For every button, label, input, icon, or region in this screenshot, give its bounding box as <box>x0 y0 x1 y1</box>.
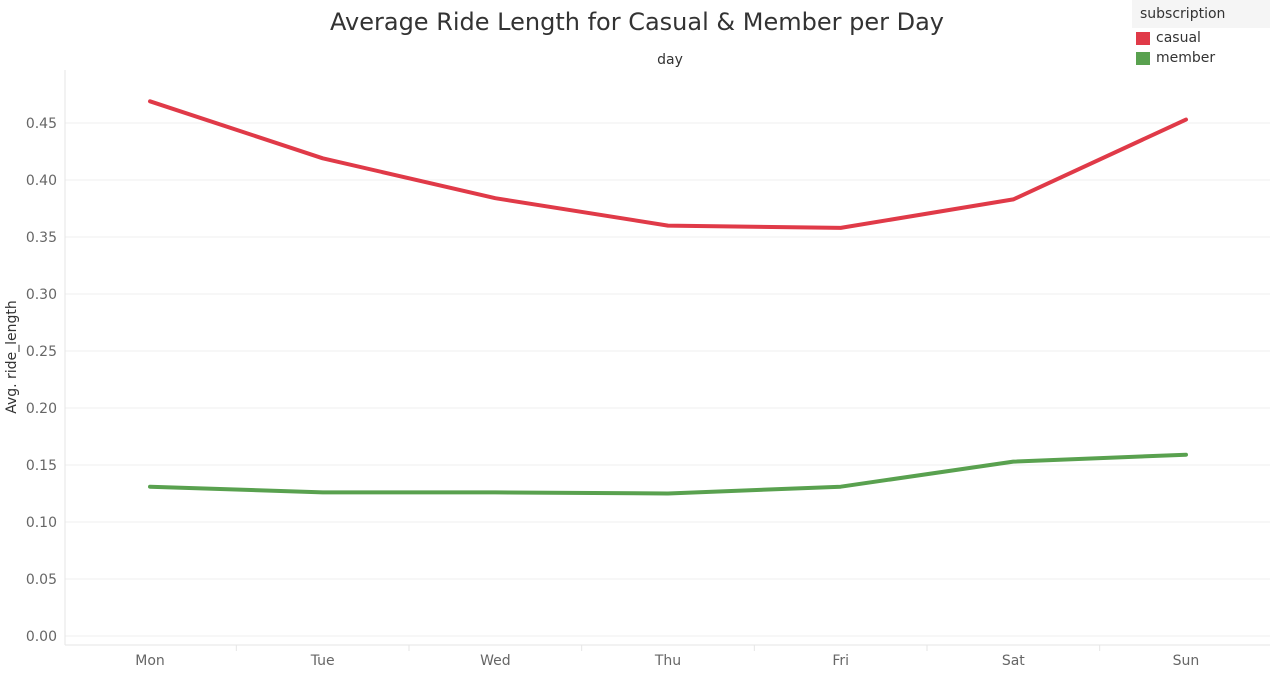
legend-item-casual[interactable]: casual <box>1132 28 1270 48</box>
legend: subscription casual member <box>1132 0 1270 68</box>
y-tick-labels: 0.00 0.05 0.10 0.15 0.20 0.25 0.30 0.35 0.40 0.45 <box>26 116 57 645</box>
series-line-member <box>148 452 1188 496</box>
x-tick-Mon: Mon <box>135 653 165 669</box>
legend-label-casual: casual <box>1156 30 1201 46</box>
chart-title: Average Ride Length for Casual & Member … <box>330 8 944 36</box>
y-tick-0.25: 0.25 <box>26 344 57 360</box>
x-tick-labels: Mon Tue Wed Thu Fri Sat Sun <box>135 653 1199 669</box>
legend-swatch-casual <box>1136 31 1150 45</box>
x-tick-Wed: Wed <box>480 653 511 669</box>
legend-item-member[interactable]: member <box>1132 48 1270 68</box>
y-tick-0.15: 0.15 <box>26 458 57 474</box>
axes <box>64 70 1270 651</box>
y-tick-0.00: 0.00 <box>26 629 57 645</box>
legend-label-member: member <box>1156 50 1216 66</box>
x-tick-Sat: Sat <box>1002 653 1025 669</box>
y-tick-0.40: 0.40 <box>26 173 57 189</box>
y-tick-0.10: 0.10 <box>26 515 57 531</box>
x-tick-Fri: Fri <box>832 653 849 669</box>
legend-swatch-member <box>1136 51 1150 65</box>
y-tick-0.35: 0.35 <box>26 230 57 246</box>
y-tick-0.45: 0.45 <box>26 116 57 132</box>
x-tick-Thu: Thu <box>654 653 681 669</box>
y-tick-0.30: 0.30 <box>26 287 57 303</box>
x-axis-header: day <box>657 52 683 68</box>
series-line-casual <box>148 99 1188 230</box>
x-tick-Sun: Sun <box>1173 653 1200 669</box>
series-lines <box>148 99 1188 496</box>
gridlines <box>65 122 1270 637</box>
y-tick-0.05: 0.05 <box>26 572 57 588</box>
y-tick-0.20: 0.20 <box>26 401 57 417</box>
legend-title: subscription <box>1132 0 1270 28</box>
x-tick-Tue: Tue <box>310 653 335 669</box>
